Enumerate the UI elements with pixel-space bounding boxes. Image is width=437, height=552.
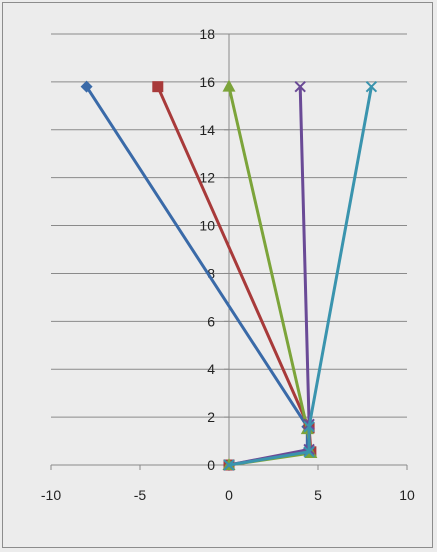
- data-series: [80, 79, 378, 471]
- y-tick-label-0: 0: [207, 457, 215, 473]
- axes: [50, 33, 408, 470]
- series-2-line: [156, 85, 313, 467]
- series-5-line: [227, 85, 373, 467]
- y-tick-label-4: 4: [207, 361, 215, 377]
- y-tick-label-10: 10: [199, 218, 215, 234]
- series-5: [223, 80, 378, 471]
- series-5-point-2: [303, 446, 315, 458]
- y-tick-label-8: 8: [207, 265, 215, 281]
- series-2-point-4: [152, 81, 164, 93]
- y-tick-label-18: 18: [199, 26, 215, 42]
- series-3-point-4: [222, 79, 236, 92]
- series-5-point-1: [223, 459, 235, 471]
- x-tick-labels: -10 -5 0 5 10: [41, 487, 415, 503]
- series-5-point-3: [303, 420, 315, 433]
- y-tick-label-16: 16: [199, 74, 215, 90]
- x-tick-label-10: 10: [399, 487, 415, 503]
- chart-frame: 0 2 4 6 8 10 12 14 16 18 -10 -5 0 5 10: [2, 2, 433, 548]
- y-tick-labels: 0 2 4 6 8 10 12 14 16 18: [199, 26, 215, 473]
- series-2: [152, 81, 317, 471]
- series-4-point-4: [294, 80, 306, 93]
- x-tick-label--10: -10: [41, 487, 61, 503]
- series-1-line: [85, 85, 309, 467]
- series-1-point-4: [80, 80, 93, 93]
- y-tick-label-14: 14: [199, 122, 215, 138]
- y-tick-label-12: 12: [199, 170, 215, 186]
- series-3: [222, 79, 318, 470]
- series-1: [80, 80, 314, 471]
- y-tick-label-2: 2: [207, 409, 215, 425]
- y-tick-label-6: 6: [207, 313, 215, 329]
- x-tick-label-0: 0: [225, 487, 233, 503]
- series-5-point-4: [365, 80, 378, 93]
- x-tick-label--5: -5: [134, 487, 147, 503]
- x-tick-label-5: 5: [314, 487, 322, 503]
- scatter-chart: 0 2 4 6 8 10 12 14 16 18 -10 -5 0 5 10: [41, 26, 415, 503]
